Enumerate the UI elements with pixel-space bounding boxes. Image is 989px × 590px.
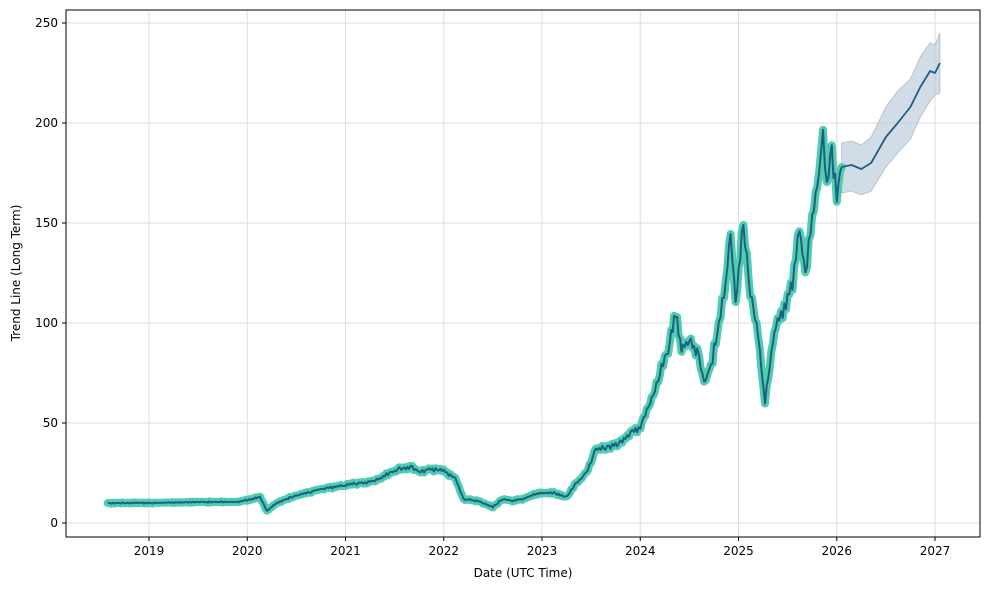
x-tick-label: 2025 bbox=[723, 544, 754, 558]
x-tick-label: 2021 bbox=[330, 544, 361, 558]
grid-lines bbox=[66, 10, 980, 537]
y-tick-label: 150 bbox=[35, 216, 58, 230]
x-tick-label: 2024 bbox=[625, 544, 656, 558]
x-tick-label: 2026 bbox=[821, 544, 852, 558]
x-tick-label: 2019 bbox=[134, 544, 165, 558]
x-tick-label: 2020 bbox=[232, 544, 263, 558]
x-tick-label: 2027 bbox=[920, 544, 951, 558]
x-tick-label: 2023 bbox=[527, 544, 558, 558]
x-axis-label: Date (UTC Time) bbox=[474, 566, 573, 580]
y-tick-label: 200 bbox=[35, 116, 58, 130]
y-tick-label: 250 bbox=[35, 16, 58, 30]
x-axis-ticks: 2019 2020 2021 2022 2023 2024 2025 2026 2027 bbox=[134, 537, 951, 558]
y-axis-label: Trend Line (Long Term) bbox=[9, 205, 23, 343]
forecast-trend-line bbox=[841, 62, 941, 170]
y-tick-label: 100 bbox=[35, 316, 58, 330]
plot-area bbox=[103, 32, 941, 515]
y-tick-label: 0 bbox=[50, 516, 58, 530]
forecast-confidence-band bbox=[841, 32, 941, 196]
history-trend-line bbox=[107, 128, 843, 512]
x-tick-label: 2022 bbox=[428, 544, 459, 558]
plot-frame bbox=[65, 9, 981, 538]
y-tick-label: 50 bbox=[43, 416, 58, 430]
y-axis-ticks: 0 50 100 150 200 250 bbox=[35, 16, 66, 530]
history-halo-line bbox=[103, 125, 846, 515]
